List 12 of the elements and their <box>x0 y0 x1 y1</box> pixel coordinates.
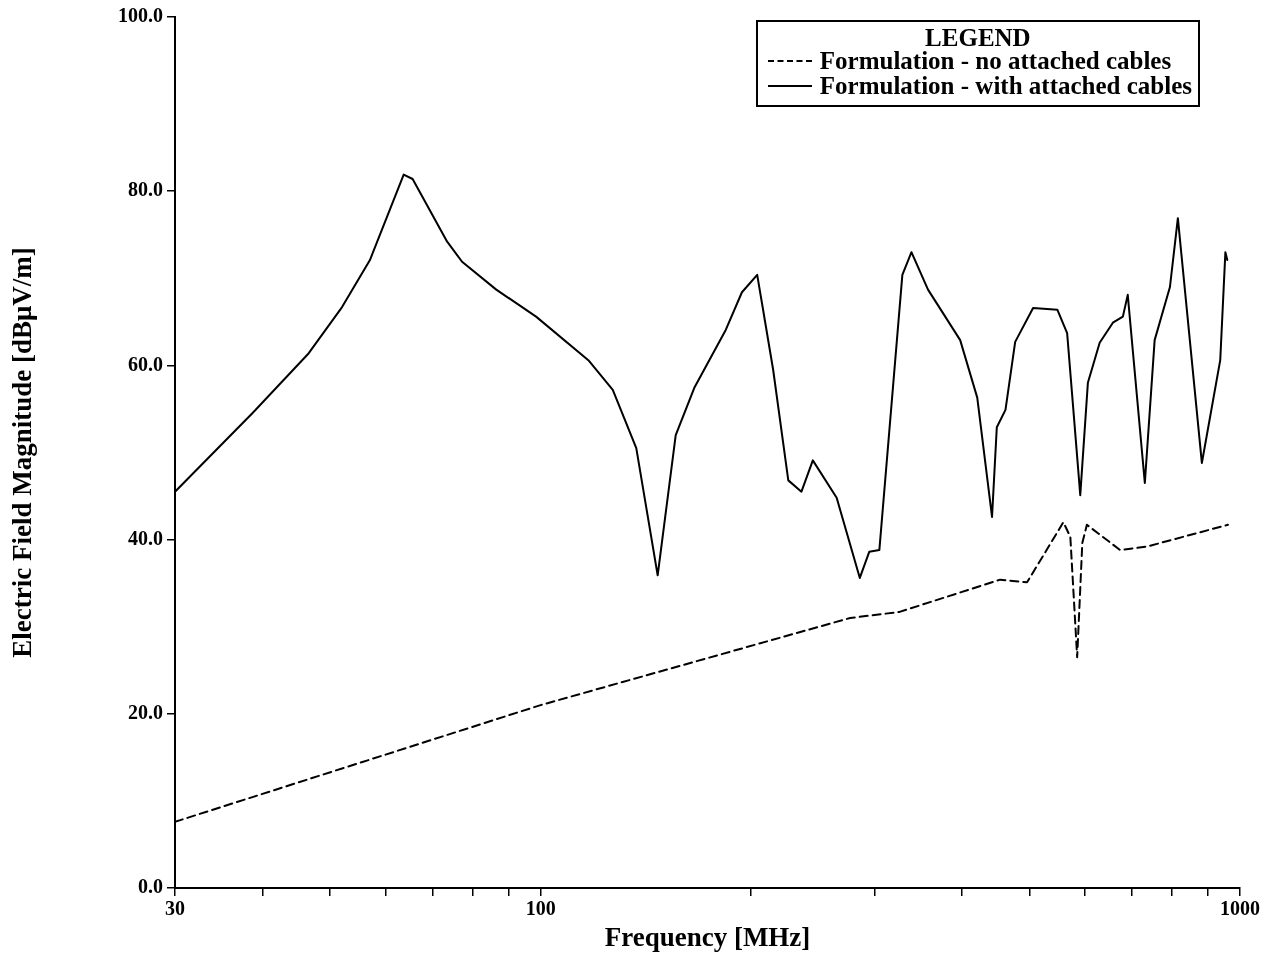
x-tick-label: 30 <box>165 897 185 920</box>
y-tick-label: 60.0 <box>128 352 163 375</box>
y-tick-label: 80.0 <box>128 178 163 201</box>
y-tick-label: 20.0 <box>128 700 163 723</box>
x-tick-label: 100 <box>525 897 556 920</box>
y-tick-label: 100.0 <box>118 4 163 27</box>
x-axis-title: Frequency [MHz] <box>604 921 811 952</box>
y-tick-label: 0.0 <box>138 875 163 898</box>
y-axis-title: Electric Field Magnitude [dBμV/m] <box>7 247 38 658</box>
x-tick-label: 1000 <box>1220 897 1260 920</box>
legend-label: Formulation - with attached cables <box>819 72 1192 99</box>
y-tick-label: 40.0 <box>128 526 163 549</box>
